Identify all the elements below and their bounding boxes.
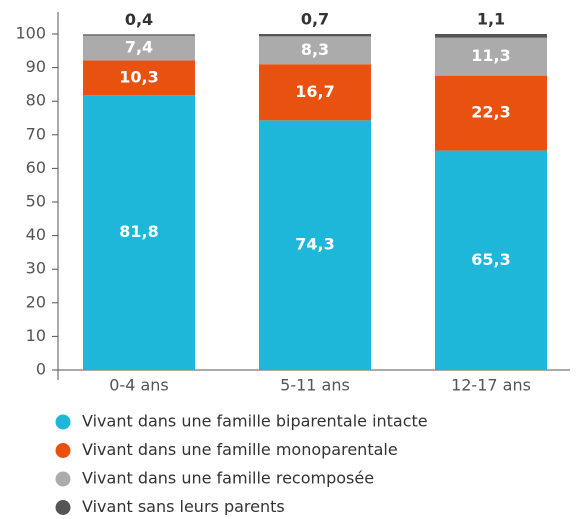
data-label: 1,1: [477, 10, 505, 29]
y-tick-label: 60: [26, 158, 46, 177]
x-tick-label: 5-11 ans: [280, 376, 350, 395]
data-label: 81,8: [119, 222, 158, 241]
legend-label: Vivant dans une famille recomposée: [82, 469, 374, 488]
bar-segment: [259, 36, 371, 65]
data-label: 10,3: [119, 67, 158, 86]
legend-marker: [55, 414, 71, 430]
x-tick-label: 12-17 ans: [451, 376, 531, 395]
bar-segment: [83, 35, 195, 61]
y-tick-label: 20: [26, 292, 46, 311]
y-tick-label: 90: [26, 57, 46, 76]
data-label: 0,4: [125, 10, 153, 29]
bar-segment: [83, 34, 195, 36]
bar-segment: [435, 75, 547, 151]
bar-segment: [435, 37, 547, 76]
y-tick-label: 80: [26, 91, 46, 110]
data-label: 8,3: [301, 40, 329, 59]
bar-segment: [83, 60, 195, 96]
data-label: 22,3: [471, 103, 510, 122]
legend-label: Vivant sans leurs parents: [82, 497, 285, 515]
legend-marker: [55, 500, 71, 515]
data-label: 16,7: [295, 82, 334, 101]
y-tick-label: 30: [26, 259, 46, 278]
x-tick-label: 0-4 ans: [109, 376, 169, 395]
legend-label: Vivant dans une famille monoparentale: [82, 440, 398, 459]
bar-segment: [259, 64, 371, 121]
data-label: 11,3: [471, 46, 510, 65]
data-label: 7,4: [125, 38, 153, 57]
y-tick-label: 50: [26, 192, 46, 211]
data-label: 65,3: [471, 250, 510, 269]
bar-segment: [259, 120, 371, 371]
y-tick-label: 40: [26, 225, 46, 244]
legend-marker: [55, 471, 71, 487]
y-tick-label: 10: [26, 326, 46, 345]
legend-label: Vivant dans une famille biparentale inta…: [82, 412, 428, 431]
legend-marker: [55, 443, 71, 458]
bar-segment: [259, 34, 371, 37]
y-tick-label: 100: [15, 24, 46, 43]
data-label: 0,7: [301, 10, 329, 29]
y-tick-label: 70: [26, 124, 46, 143]
bar-segment: [435, 34, 547, 38]
bar-segment: [83, 95, 195, 370]
y-tick-label: 0: [36, 360, 46, 379]
bar-segment: [435, 150, 547, 370]
data-label: 74,3: [295, 235, 334, 254]
